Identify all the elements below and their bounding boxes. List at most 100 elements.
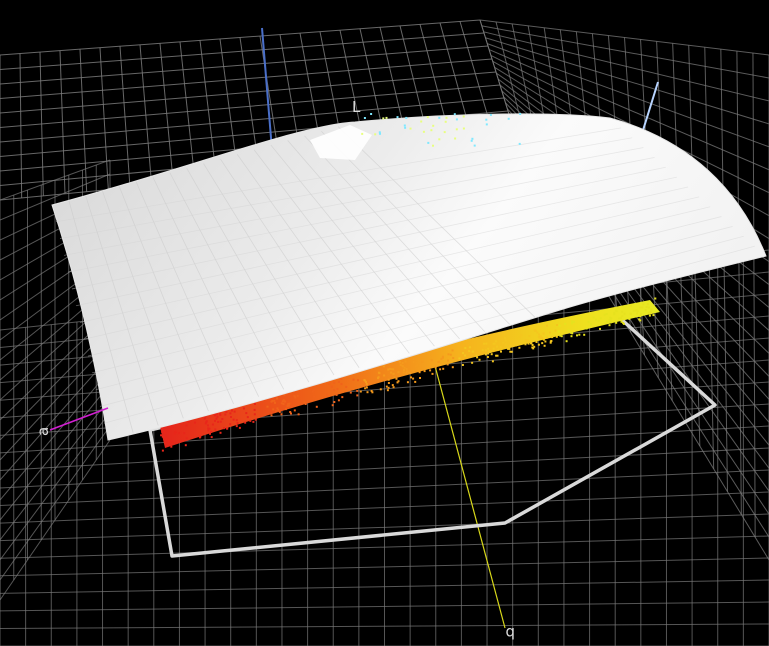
grid-line (479, 19, 769, 56)
cloud-point (229, 423, 232, 426)
cloud-point (274, 401, 276, 404)
cloud-point (341, 396, 344, 399)
cloud-point (560, 335, 563, 338)
cloud-point (500, 350, 502, 353)
cloud-point (230, 416, 232, 418)
cloud-point (226, 427, 229, 430)
cloud-point (502, 341, 505, 344)
cloud-point (527, 342, 530, 345)
cloud-point (618, 317, 621, 320)
cloud-point (204, 422, 207, 425)
speck-point (403, 124, 406, 127)
cloud-point (199, 435, 202, 438)
cloud-point (385, 385, 388, 388)
cloud-point (405, 372, 408, 375)
grid-line (0, 97, 505, 143)
cloud-point (499, 346, 502, 349)
cloud-point (205, 420, 208, 423)
speck-point (385, 116, 388, 119)
cloud-point (583, 333, 586, 336)
cloud-point (412, 361, 415, 364)
cloud-point (213, 414, 216, 417)
cloud-point (608, 324, 611, 327)
cloud-point (370, 390, 373, 392)
speck-point (404, 126, 407, 129)
cloud-point (293, 409, 296, 412)
cloud-point (628, 317, 631, 320)
grid-line (87, 206, 711, 357)
cloud-point (487, 347, 490, 350)
grid-line (236, 154, 385, 361)
cloud-point (483, 342, 486, 345)
cloud-point (409, 371, 411, 374)
cloud-point (335, 393, 338, 396)
cloud-point (170, 445, 173, 448)
cloud-point (337, 381, 340, 383)
cloud-point (442, 367, 445, 370)
cloud-point (570, 331, 572, 334)
speck-point (455, 128, 458, 131)
cloud-point (165, 437, 168, 440)
cloud-point (398, 360, 401, 363)
cloud-point (402, 371, 405, 374)
grid-line (0, 623, 769, 629)
cloud-point (620, 320, 623, 323)
grid-line (0, 159, 111, 201)
grid-line (0, 19, 481, 56)
cloud-point (356, 394, 359, 397)
cloud-point (538, 333, 540, 336)
cloud-point (514, 344, 517, 347)
cloud-point (392, 372, 395, 375)
cloud-point (557, 330, 560, 333)
cloud-point (245, 412, 248, 415)
cloud-point (430, 359, 433, 362)
speck-point (438, 116, 441, 119)
grid-line (0, 425, 111, 581)
cloud-point (386, 389, 389, 392)
cloud-point (163, 430, 166, 433)
cloud-point (249, 419, 252, 422)
cloud-point (509, 345, 512, 347)
cloud-point (359, 390, 362, 393)
cloud-point (606, 320, 609, 323)
grid-line (103, 245, 755, 424)
grid-line (203, 163, 335, 376)
cloud-point (266, 405, 269, 408)
cloud-point (646, 303, 649, 306)
cloud-point (287, 403, 290, 406)
cloud-point (286, 404, 289, 407)
cloud-point (507, 347, 509, 350)
cloud-point (297, 413, 300, 416)
cloud-point (340, 383, 343, 386)
gamut-surface (51, 113, 767, 441)
grid-line (0, 469, 769, 507)
cloud-point (493, 342, 496, 345)
grid-line (220, 158, 360, 368)
grid-line (83, 196, 700, 340)
cloud-point (649, 311, 652, 313)
speck-point (427, 141, 430, 144)
cloud-point (489, 350, 492, 353)
cloud-point (280, 402, 283, 405)
cloud-point (556, 324, 558, 326)
cloud-point (313, 395, 316, 398)
cloud-point (537, 343, 540, 346)
cloud-point (244, 421, 247, 424)
a-axis-label: a (34, 427, 52, 436)
cloud-point (551, 336, 554, 339)
cloud-point (275, 410, 278, 413)
cloud-point (164, 441, 167, 444)
cloud-point (377, 377, 379, 380)
cloud-point (161, 429, 164, 432)
cloud-point (532, 347, 535, 350)
cloud-point (590, 323, 592, 326)
cloud-point (439, 368, 442, 371)
cloud-point (595, 318, 597, 321)
cloud-point (492, 347, 495, 350)
cloud-point (225, 410, 228, 413)
speck-point (378, 131, 381, 134)
cloud-point (214, 419, 216, 422)
cloud-point (171, 440, 174, 443)
cloud-point (572, 321, 575, 323)
